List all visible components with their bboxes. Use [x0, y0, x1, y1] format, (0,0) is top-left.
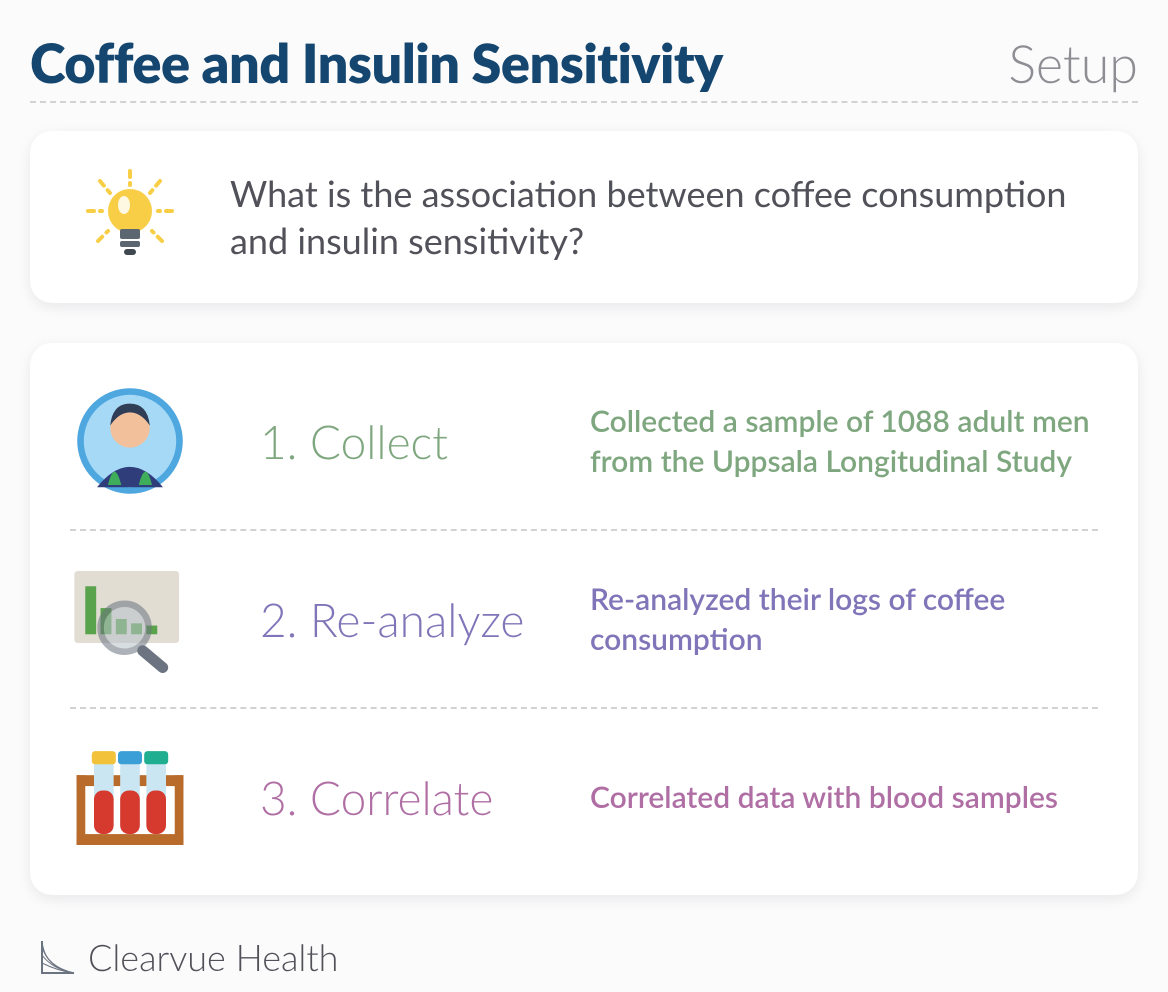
- footer: Clearvue Health: [38, 935, 1138, 979]
- steps-card: 1. Collect Collected a sample of 1088 ad…: [30, 343, 1138, 895]
- question-text: What is the association between coffee c…: [230, 170, 1098, 264]
- step-label: 1. Collect: [260, 414, 580, 469]
- test-tubes-icon: [70, 737, 190, 857]
- page-subtitle: Setup: [1008, 33, 1138, 95]
- step-label: 2. Re-analyze: [260, 592, 580, 647]
- step-desc: Re-analyzed their logs of coffee consump…: [590, 579, 1098, 660]
- step-reanalyze: 2. Re-analyze Re-analyzed their logs of …: [70, 531, 1098, 709]
- step-correlate: 3. Correlate Correlated data with blood …: [70, 709, 1098, 885]
- clearvue-logo-icon: [38, 937, 78, 977]
- header: Coffee and Insulin Sensitivity Setup: [30, 30, 1138, 103]
- chart-magnifier-icon: [70, 559, 190, 679]
- person-icon: [70, 381, 190, 501]
- lightbulb-icon: [70, 157, 190, 277]
- step-desc: Collected a sample of 1088 adult men fro…: [590, 401, 1098, 482]
- question-card: What is the association between coffee c…: [30, 131, 1138, 303]
- page-title: Coffee and Insulin Sensitivity: [30, 30, 723, 95]
- step-label: 3. Correlate: [260, 770, 580, 825]
- step-desc: Correlated data with blood samples: [590, 777, 1098, 818]
- footer-brand: Clearvue Health: [88, 935, 339, 979]
- step-collect: 1. Collect Collected a sample of 1088 ad…: [70, 353, 1098, 531]
